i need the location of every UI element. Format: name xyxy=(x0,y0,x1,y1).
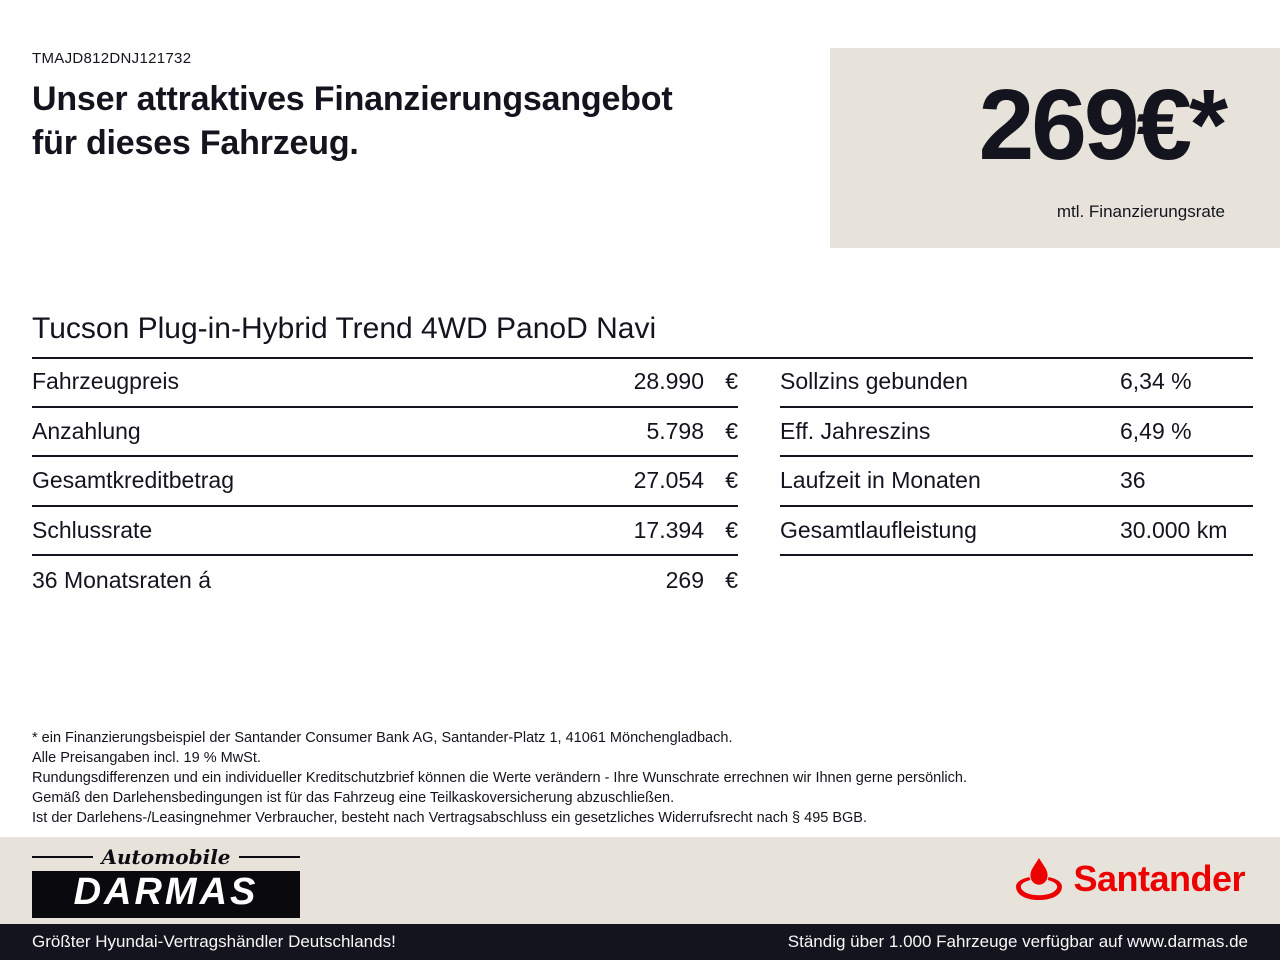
monthly-rate-box: 269€* mtl. Finanzierungsrate xyxy=(830,48,1280,248)
page-title-line1: Unser attraktives Finanzierungsangebot xyxy=(32,80,673,118)
santander-wordmark: Santander xyxy=(1073,858,1245,899)
table-row-anzahlung: Anzahlung 5.798 € xyxy=(32,408,738,457)
logo-rule-left xyxy=(32,856,94,858)
table-row-sollzins: Sollzins gebunden 6,34 % xyxy=(780,358,1253,408)
row-label: Fahrzeugpreis xyxy=(32,368,180,395)
row-unit: € xyxy=(725,417,738,444)
finance-table-right-column: Sollzins gebunden 6,34 % Eff. Jahreszins… xyxy=(780,358,1253,606)
footer-claim-left: Größter Hyundai-Vertragshändler Deutschl… xyxy=(32,932,396,951)
santander-flame-icon xyxy=(1016,857,1063,901)
row-unit: € xyxy=(725,368,738,395)
darmas-logo-script: Automobile xyxy=(32,845,301,869)
monthly-rate-label: mtl. Finanzierungsrate xyxy=(1056,202,1225,221)
finance-table-left-column: Fahrzeugpreis 28.990 € Anzahlung 5.798 €… xyxy=(32,358,738,606)
table-row-fahrzeugpreis: Fahrzeugpreis 28.990 € xyxy=(32,358,738,408)
vehicle-title: Tucson Plug-in-Hybrid Trend 4WD PanoD Na… xyxy=(32,312,1253,359)
page-title-line2: für dieses Fahrzeug. xyxy=(32,123,359,162)
table-row-monatsraten: 36 Monatsraten á 269 € xyxy=(32,556,738,606)
row-label: Schlussrate xyxy=(32,516,153,543)
table-row-jahreszins: Eff. Jahreszins 6,49 % xyxy=(780,408,1253,457)
row-value: 36 xyxy=(1120,467,1146,494)
footer-logo-band: Automobile DARMAS Santander xyxy=(0,837,1280,924)
darmas-logo-wordmark: DARMAS xyxy=(32,871,300,918)
row-value: 27.054 xyxy=(633,467,704,494)
table-row-gesamtlaufleistung: Gesamtlaufleistung 30.000 km xyxy=(780,507,1253,556)
finance-table: Fahrzeugpreis 28.990 € Anzahlung 5.798 €… xyxy=(32,358,1253,606)
row-value: 17.394 xyxy=(633,516,704,543)
table-row-schlussrate: Schlussrate 17.394 € xyxy=(32,507,738,556)
disclaimer-line: Gemäß den Darlehensbedingungen ist für d… xyxy=(32,790,675,806)
disclaimer-text: * ein Finanzierungsbeispiel der Santande… xyxy=(32,728,967,828)
santander-logo: Santander xyxy=(1015,857,1245,901)
row-label: Gesamtlaufleistung xyxy=(780,516,977,543)
vehicle-vin: TMAJD812DNJ121732 xyxy=(32,50,192,67)
table-row-gesamtkreditbetrag: Gesamtkreditbetrag 27.054 € xyxy=(32,457,738,507)
row-value: 269 xyxy=(665,567,704,594)
row-value: 6,49 % xyxy=(1120,417,1192,444)
row-label: Laufzeit in Monaten xyxy=(780,467,981,494)
disclaimer-line: * ein Finanzierungsbeispiel der Santande… xyxy=(32,730,733,746)
logo-rule-right xyxy=(238,856,301,858)
row-value: 30.000 km xyxy=(1120,516,1228,543)
footer-bar: Größter Hyundai-Vertragshändler Deutschl… xyxy=(0,924,1280,960)
darmas-logo: Automobile DARMAS xyxy=(32,845,301,918)
row-label: 36 Monatsraten á xyxy=(32,567,212,594)
row-value: 28.990 xyxy=(633,368,704,395)
row-unit: € xyxy=(725,516,738,543)
monthly-rate-value: 269€* xyxy=(978,69,1228,181)
disclaimer-line: Ist der Darlehens-/Leasingnehmer Verbrau… xyxy=(32,810,868,826)
row-value: 6,34 % xyxy=(1120,368,1192,395)
row-unit: € xyxy=(725,467,738,494)
disclaimer-line: Alle Preisangaben incl. 19 % MwSt. xyxy=(32,750,261,766)
disclaimer-line: Rundungsdifferenzen und ein individuelle… xyxy=(32,770,967,786)
row-unit: € xyxy=(725,567,738,594)
page-title: Unser attraktives Finanzierungsangebot f… xyxy=(32,78,673,166)
footer-claim-right: Ständig über 1.000 Fahrzeuge verfügbar a… xyxy=(787,932,1248,951)
table-row-laufzeit: Laufzeit in Monaten 36 xyxy=(780,457,1253,507)
row-label: Sollzins gebunden xyxy=(780,368,968,395)
row-label: Gesamtkreditbetrag xyxy=(32,467,234,494)
row-value: 5.798 xyxy=(646,417,704,444)
row-label: Eff. Jahreszins xyxy=(780,417,931,444)
row-label: Anzahlung xyxy=(32,417,141,444)
darmas-logo-script-text: Automobile xyxy=(101,845,231,869)
